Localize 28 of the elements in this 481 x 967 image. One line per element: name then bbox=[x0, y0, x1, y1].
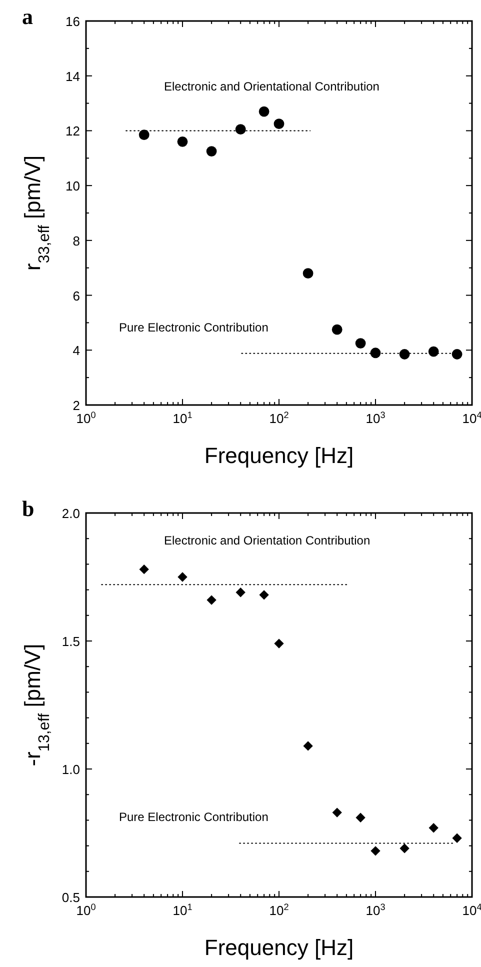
y-tick-label: 14 bbox=[66, 68, 80, 84]
y-tick-label: 1.0 bbox=[62, 762, 80, 777]
y-tick-label: 16 bbox=[66, 14, 80, 29]
x-tick-label: 10$^{0}$ bbox=[76, 410, 96, 426]
y-tick-label: 2 bbox=[72, 398, 80, 413]
y-tick-label: 6 bbox=[72, 288, 80, 304]
y-tick-label: 4 bbox=[72, 343, 80, 358]
y-tick-label: 10 bbox=[66, 178, 80, 194]
x-tick-label: 10$^{2}$ bbox=[269, 410, 289, 426]
y-tick-label: 1.5 bbox=[62, 634, 80, 649]
y-tick-label: 2.0 bbox=[62, 506, 80, 521]
y-tick-label: 12 bbox=[66, 124, 80, 139]
text: a bbox=[22, 4, 33, 29]
x-tick-label: 10$^{0}$ bbox=[76, 902, 96, 918]
y-tick-label: 0.5 bbox=[62, 890, 80, 905]
annotation: Pure Electronic Contribution bbox=[119, 810, 268, 824]
x-tick-label: 10$^{1}$ bbox=[172, 410, 192, 426]
x-tick-label: 10$^{1}$ bbox=[172, 902, 192, 918]
x-axis-title: Frequency [Hz] bbox=[204, 443, 354, 468]
annotation: Pure Electronic Contribution bbox=[119, 320, 268, 334]
text: b bbox=[22, 496, 34, 521]
x-tick-label: 10$^{2}$ bbox=[269, 902, 289, 918]
y-tick-label: 8 bbox=[72, 233, 80, 248]
x-tick-label: 10$^{3}$ bbox=[366, 410, 386, 426]
x-tick-label: 10$^{3}$ bbox=[366, 902, 386, 918]
x-axis-title: Frequency [Hz] bbox=[204, 935, 354, 960]
annotation: Electronic and Orientational Contribution bbox=[164, 80, 380, 94]
annotation: Electronic and Orientation Contribution bbox=[164, 534, 370, 548]
